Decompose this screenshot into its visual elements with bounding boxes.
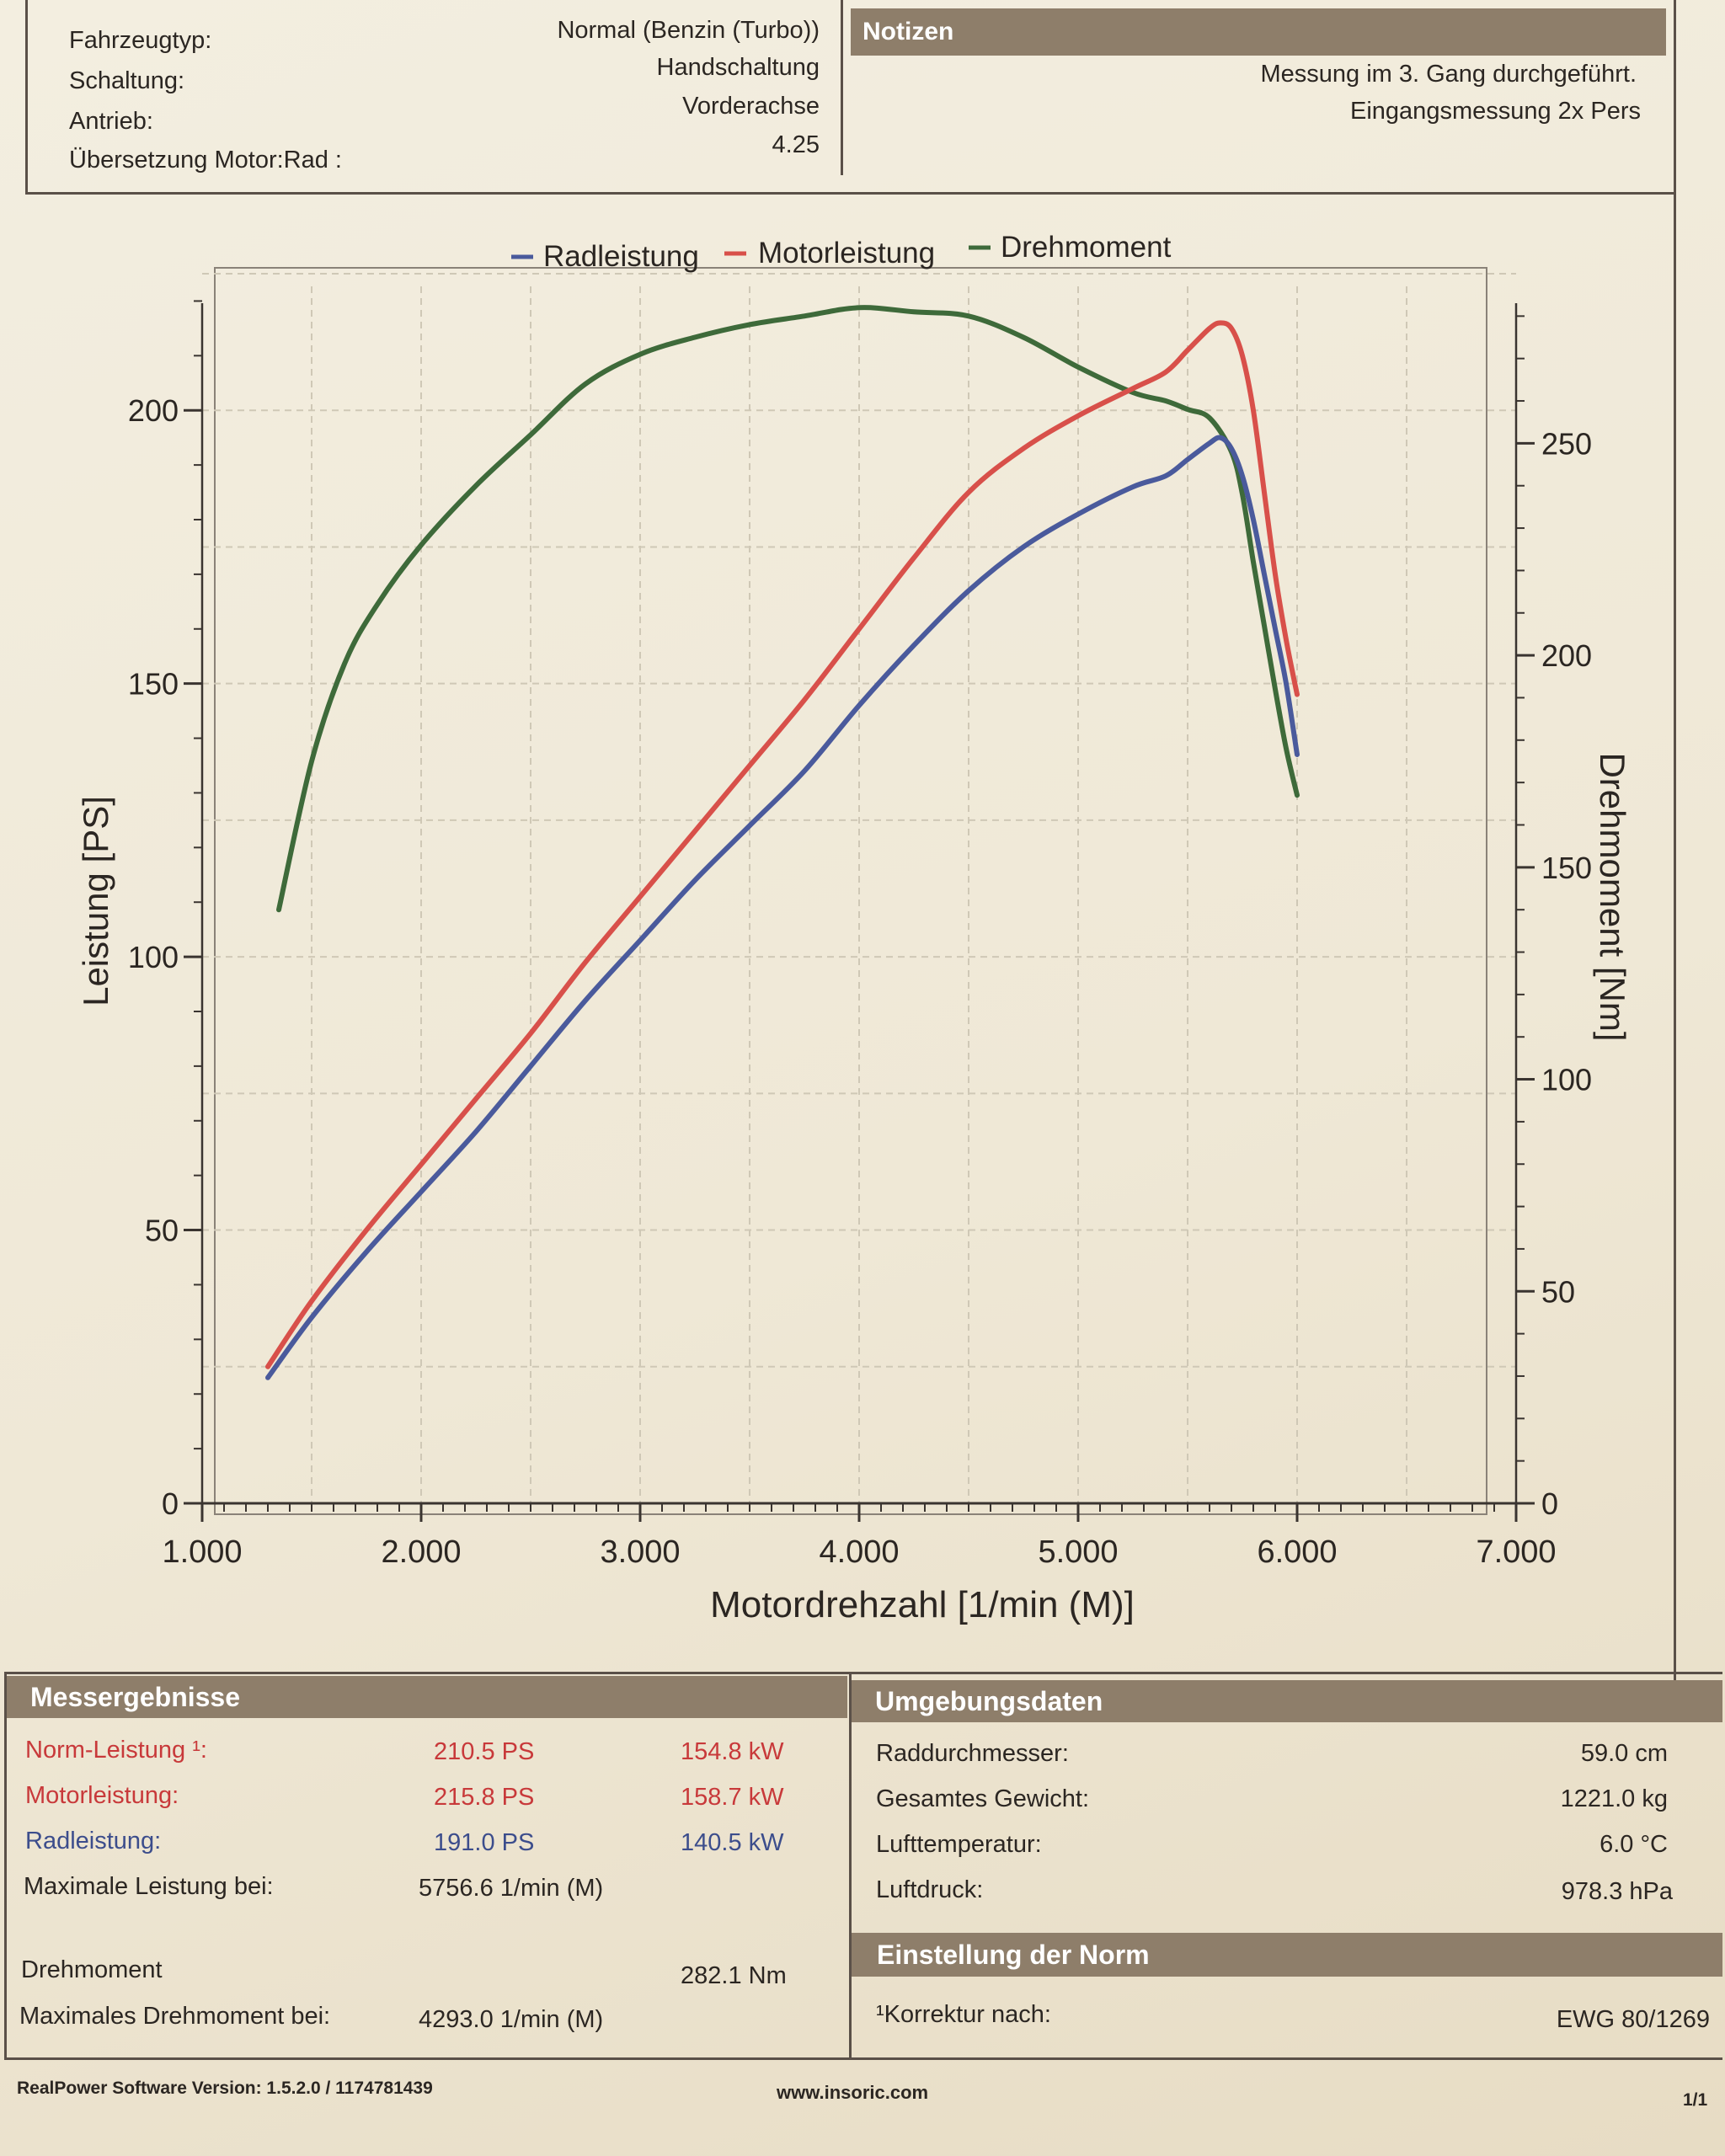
y-right-tick-label: 250	[1541, 426, 1592, 461]
chart-series	[265, 305, 1300, 1380]
results-left-border	[4, 1672, 7, 2059]
top-divider	[841, 0, 843, 175]
ratio-value: 4.25	[772, 131, 820, 158]
norm-power-ps: 210.5 PS	[434, 1738, 535, 1765]
norm-correction-label: ¹Korrektur nach:	[876, 2001, 1051, 2028]
norm-power-label: Norm-Leistung ¹:	[25, 1737, 207, 1764]
norm-header: Einstellung der Norm	[852, 1933, 1722, 1977]
wheel-diameter-value: 59.0 cm	[1580, 1740, 1668, 1767]
vehicle-type-value: Normal (Benzin (Turbo))	[557, 17, 820, 44]
x-tick-label: 4.000	[819, 1534, 899, 1570]
y-left-tick-label: 100	[128, 940, 179, 974]
torque-value: 282.1 Nm	[681, 1962, 787, 1989]
chart-legend: Radleistung Motorleistung Drehmoment	[511, 231, 1172, 273]
radleistung-line	[265, 435, 1300, 1380]
drive-value: Vorderachse	[682, 93, 820, 120]
top-right-border	[1674, 0, 1676, 1684]
engine-power-label: Motorleistung:	[25, 1782, 179, 1809]
results-header: Messergebnisse	[7, 1676, 847, 1718]
y-right-axis-label: Drehmoment [Nm]	[1593, 752, 1632, 1041]
wheel-power-label: Radleistung:	[25, 1828, 162, 1854]
x-tick-label: 1.000	[162, 1534, 242, 1570]
x-tick-label: 7.000	[1476, 1534, 1556, 1570]
legend-motorleistung-label: Motorleistung	[758, 237, 935, 270]
y-right-tick-label: 200	[1541, 638, 1592, 673]
y-left-axis-label: Leistung [PS]	[76, 796, 115, 1006]
x-tick-label: 6.000	[1257, 1534, 1337, 1570]
chart-axes	[198, 303, 1518, 1508]
norm-correction-value: EWG 80/1269	[1556, 2006, 1710, 2033]
plot-frame	[214, 267, 1487, 1515]
air-pressure-value: 978.3 hPa	[1561, 1878, 1673, 1905]
wheel-diameter-label: Raddurchmesser:	[876, 1740, 1069, 1767]
y-left-tick-label: 0	[162, 1486, 179, 1521]
y-left-tick-label: 50	[145, 1214, 179, 1248]
total-weight-label: Gesamtes Gewicht:	[876, 1785, 1090, 1812]
wheel-power-kw: 140.5 kW	[681, 1829, 784, 1856]
notes-line-2: Eingangsmessung 2x Pers	[1350, 98, 1641, 125]
torque-label: Drehmoment	[21, 1956, 163, 1983]
chart-ticks: 1.000 2.000 3.000 4.000 5.000 6.000 7.000 0 50 10…	[128, 300, 1592, 1570]
y-right-tick-label: 50	[1541, 1274, 1575, 1309]
drehmoment-line	[276, 305, 1300, 913]
max-power-rpm-label: Maximale Leistung bei:	[24, 1873, 274, 1900]
x-axis-label: Motordrehzahl [1/min (M)]	[710, 1584, 1135, 1625]
environment-header: Umgebungsdaten	[852, 1680, 1722, 1722]
y-right-tick-label: 100	[1541, 1063, 1592, 1097]
gearbox-value: Handschaltung	[656, 54, 820, 81]
norm-power-kw: 154.8 kW	[681, 1738, 784, 1765]
top-bottom-border	[25, 192, 1676, 195]
chart-grid	[202, 273, 1516, 1503]
results-top-border	[4, 1672, 1722, 1674]
total-weight-value: 1221.0 kg	[1560, 1785, 1668, 1812]
page-number: 1/1	[1683, 2090, 1708, 2110]
max-torque-rpm-label: Maximales Drehmoment bei:	[19, 2003, 331, 2030]
vehicle-type-label: Fahrzeugtyp:	[69, 27, 212, 54]
gearbox-label: Schaltung:	[69, 67, 185, 94]
wheel-power-ps: 191.0 PS	[434, 1829, 535, 1856]
notes-header: Notizen	[851, 8, 1666, 56]
top-left-border	[25, 0, 28, 194]
y-left-tick-label: 150	[128, 667, 179, 702]
y-right-tick-label: 0	[1541, 1486, 1558, 1521]
x-tick-label: 2.000	[381, 1534, 461, 1570]
air-temperature-label: Lufttemperatur:	[876, 1831, 1042, 1858]
max-torque-rpm-value: 4293.0 1/min (M)	[419, 2006, 604, 2033]
software-version: RealPower Software Version: 1.5.2.0 / 11…	[17, 2079, 433, 2098]
x-tick-label: 5.000	[1038, 1534, 1118, 1570]
air-pressure-label: Luftdruck:	[876, 1876, 984, 1903]
air-temperature-value: 6.0 °C	[1599, 1831, 1668, 1858]
results-bottom-border	[4, 2057, 1722, 2060]
motorleistung-line	[265, 320, 1300, 1369]
x-tick-label: 3.000	[600, 1534, 680, 1570]
drive-label: Antrieb:	[69, 108, 153, 135]
max-power-rpm-value: 5756.6 1/min (M)	[419, 1875, 604, 1902]
engine-power-kw: 158.7 kW	[681, 1784, 784, 1811]
results-divider	[849, 1672, 852, 2059]
ratio-label: Übersetzung Motor:Rad :	[69, 147, 342, 173]
legend-drehmoment-label: Drehmoment	[1001, 231, 1172, 264]
y-left-tick-label: 200	[128, 393, 179, 428]
website-link[interactable]: www.insoric.com	[777, 2082, 929, 2103]
dyno-chart: 1.000 2.000 3.000 4.000 5.000 6.000 7.000 0 50 10…	[76, 231, 1632, 1625]
y-right-tick-label: 150	[1541, 851, 1592, 885]
engine-power-ps: 215.8 PS	[434, 1784, 535, 1811]
notes-line-1: Messung im 3. Gang durchgeführt.	[1260, 61, 1637, 88]
legend-radleistung-label: Radleistung	[543, 240, 699, 273]
